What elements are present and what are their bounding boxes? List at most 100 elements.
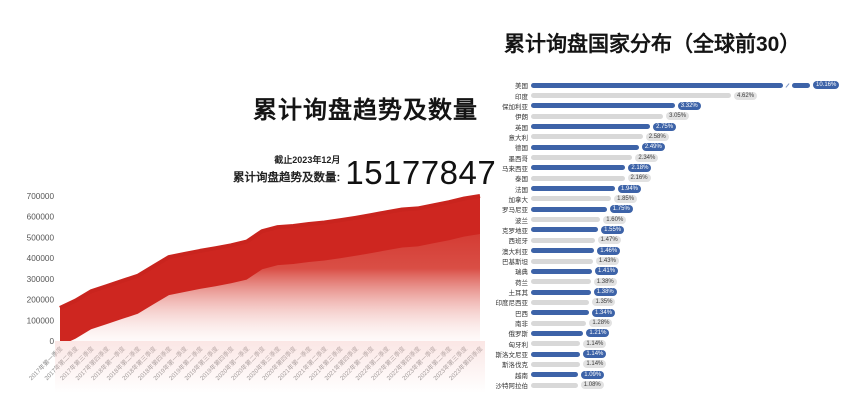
country-label: 墨西哥 — [508, 155, 529, 163]
country-label: 克罗地亚 — [502, 227, 528, 235]
country-label: 荷兰 — [515, 279, 528, 287]
percent-badge: 1.14% — [583, 360, 607, 369]
country-label: 印度 — [515, 93, 528, 101]
percent-badge: 1.47% — [597, 236, 621, 245]
country-bar — [531, 206, 607, 212]
country-bar — [531, 217, 601, 223]
bar-row: 西班牙 1.47% — [490, 235, 852, 245]
country-bar — [531, 310, 590, 316]
country-bar — [531, 186, 615, 192]
percent-badge: 2.16% — [627, 174, 651, 183]
bar-row: 意大利 2.58% — [490, 132, 852, 142]
country-bar — [531, 93, 732, 99]
country-bar — [531, 103, 675, 109]
bar-row: 泰国 2.16% — [490, 173, 852, 183]
percent-badge: 1.14% — [583, 339, 607, 348]
country-label: 澳大利亚 — [502, 248, 528, 256]
axis-gradient-wash — [55, 341, 485, 393]
percent-badge: 1.60% — [603, 215, 627, 224]
trend-line — [59, 194, 481, 310]
y-axis-tick: 100000 — [27, 316, 55, 325]
country-bar — [531, 351, 581, 357]
country-label: 斯洛伐克 — [502, 362, 528, 370]
bar-row: 伊朗 3.05% — [490, 111, 852, 121]
country-bar — [531, 382, 578, 388]
country-label: 印度尼西亚 — [495, 300, 529, 308]
country-label: 巴西 — [515, 310, 528, 318]
y-axis-tick: 500000 — [27, 233, 55, 242]
bar-row: 沙特阿拉伯 1.08% — [490, 380, 852, 390]
country-bar — [531, 144, 639, 150]
total-inquiries-label: 累计询盘趋势及数量: — [233, 172, 341, 184]
country-bar-chart: 美国 10.16% 印度 4.62% 保加利亚 3.32% 伊朗 3.05% 英国 2.75% 意大… — [490, 80, 852, 390]
country-bar — [531, 134, 643, 140]
country-bar — [531, 279, 591, 285]
country-bar — [531, 196, 612, 202]
bar-row: 英国 2.75% — [490, 121, 852, 132]
percent-badge: 1.08% — [580, 381, 604, 390]
country-bar — [531, 258, 593, 264]
bar-row: 罗马尼亚 1.75% — [490, 204, 852, 214]
bar-row: 俄罗斯 1.21% — [490, 328, 852, 338]
y-axis-tick: 600000 — [27, 213, 55, 222]
y-axis-tick: 400000 — [27, 254, 55, 263]
country-label: 匈牙利 — [508, 341, 529, 349]
bar-row: 加拿大 1.85% — [490, 194, 852, 204]
country-label: 保加利亚 — [502, 103, 528, 111]
country-bar — [531, 268, 593, 274]
country-label: 罗马尼亚 — [502, 207, 528, 215]
percent-badge: 4.62% — [734, 91, 758, 100]
country-label: 瑞典 — [515, 269, 528, 277]
country-label: 西班牙 — [508, 238, 529, 246]
percent-badge: 1.75% — [609, 205, 633, 214]
country-bar — [792, 82, 810, 88]
area-band — [60, 196, 480, 341]
country-label: 波兰 — [515, 217, 528, 225]
total-inquiries-block: 截止2023年12月 累计询盘趋势及数量: 15177847 — [233, 153, 496, 189]
percent-badge: 1.09% — [581, 370, 605, 379]
country-label: 俄罗斯 — [508, 331, 529, 339]
country-label: 越南 — [515, 372, 528, 380]
percent-badge: 1.94% — [618, 184, 642, 193]
bar-row: 巴西 1.34% — [490, 308, 852, 318]
bar-row: 印度尼西亚 1.35% — [490, 297, 852, 307]
percent-badge: 1.43% — [595, 257, 619, 266]
country-label: 沙特阿拉伯 — [495, 383, 529, 391]
percent-badge: 1.85% — [614, 194, 638, 203]
percent-badge: 1.21% — [586, 329, 610, 338]
bar-row: 德国 2.49% — [490, 142, 852, 152]
bar-row: 印度 4.62% — [490, 90, 852, 101]
country-bar — [531, 82, 783, 88]
percent-badge: 3.05% — [666, 112, 690, 121]
country-bar — [531, 248, 595, 254]
country-label: 加拿大 — [508, 196, 529, 204]
percent-badge: 1.41% — [595, 267, 619, 276]
y-axis-tick: 200000 — [27, 296, 55, 305]
bar-row: 澳大利亚 1.46% — [490, 246, 852, 256]
bar-row: 克罗地亚 1.55% — [490, 225, 852, 235]
country-bar — [531, 175, 625, 181]
country-label: 法国 — [515, 186, 528, 194]
percent-badge: 10.16% — [813, 81, 840, 90]
y-axis-tick: 300000 — [27, 275, 55, 284]
country-bar — [531, 299, 590, 305]
asof-date-label: 截止2023年12月 — [274, 155, 341, 165]
y-axis-tick: 0 — [49, 337, 54, 346]
country-bar — [531, 341, 581, 347]
bar-row: 斯洛伐克 1.14% — [490, 359, 852, 369]
trend-chart-title: 累计询盘趋势及数量 — [253, 97, 478, 124]
y-axis-tick: 700000 — [27, 192, 55, 201]
percent-badge: 2.75% — [653, 122, 677, 131]
bar-row: 土耳其 1.38% — [490, 287, 852, 297]
percent-badge: 3.32% — [677, 101, 701, 110]
axis-break-icon — [784, 83, 791, 88]
bar-row: 瑞典 1.41% — [490, 266, 852, 276]
percent-badge: 2.49% — [641, 143, 665, 152]
bar-row: 巴基斯坦 1.43% — [490, 256, 852, 266]
country-bar — [531, 361, 581, 367]
country-label: 美国 — [515, 83, 528, 91]
country-label: 泰国 — [515, 176, 528, 184]
country-chart-title: 累计询盘国家分布（全球前30） — [504, 33, 801, 56]
country-label: 马来西亚 — [502, 165, 528, 173]
